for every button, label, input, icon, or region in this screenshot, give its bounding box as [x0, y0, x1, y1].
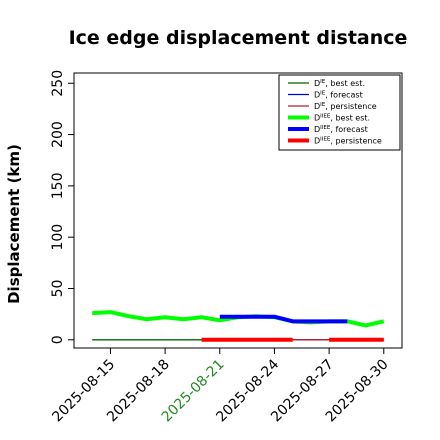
y-tick-label-4: 200 — [50, 121, 66, 148]
legend: DIE, best est. DIE, forecast DIE, persiste… — [278, 74, 401, 151]
y-tick-label-2: 100 — [50, 224, 66, 251]
series-line-4 — [219, 314, 348, 324]
legend-label-2: DIE, persistence — [314, 102, 377, 111]
legend-label-5: DIIEE, persistence — [314, 137, 382, 146]
y-tick-label-1: 50 — [50, 280, 66, 298]
legend-label-3: DIIEE, best est. — [314, 114, 370, 123]
y-axis: 0 50 100 150 200 250 — [50, 70, 74, 344]
chart-title: Ice edge displacement distance — [69, 27, 408, 49]
y-tick-label-0: 0 — [50, 335, 66, 344]
legend-label-0: DIE, best est. — [314, 79, 365, 88]
plot-frame — [73, 72, 403, 349]
y-tick-label-3: 150 — [50, 173, 66, 200]
series-layer — [92, 310, 385, 342]
y-tick-label-5: 250 — [50, 70, 66, 97]
x-axis: 2025-08-152025-08-182025-08-212025-08-24… — [49, 348, 392, 425]
legend-label-1: DIE, forecast — [314, 91, 363, 100]
y-axis-label: Displacement (km) — [5, 144, 23, 304]
legend-box — [278, 74, 401, 151]
legend-label-4: DIIEE, forecast — [314, 125, 368, 134]
series-line-3 — [92, 310, 385, 328]
